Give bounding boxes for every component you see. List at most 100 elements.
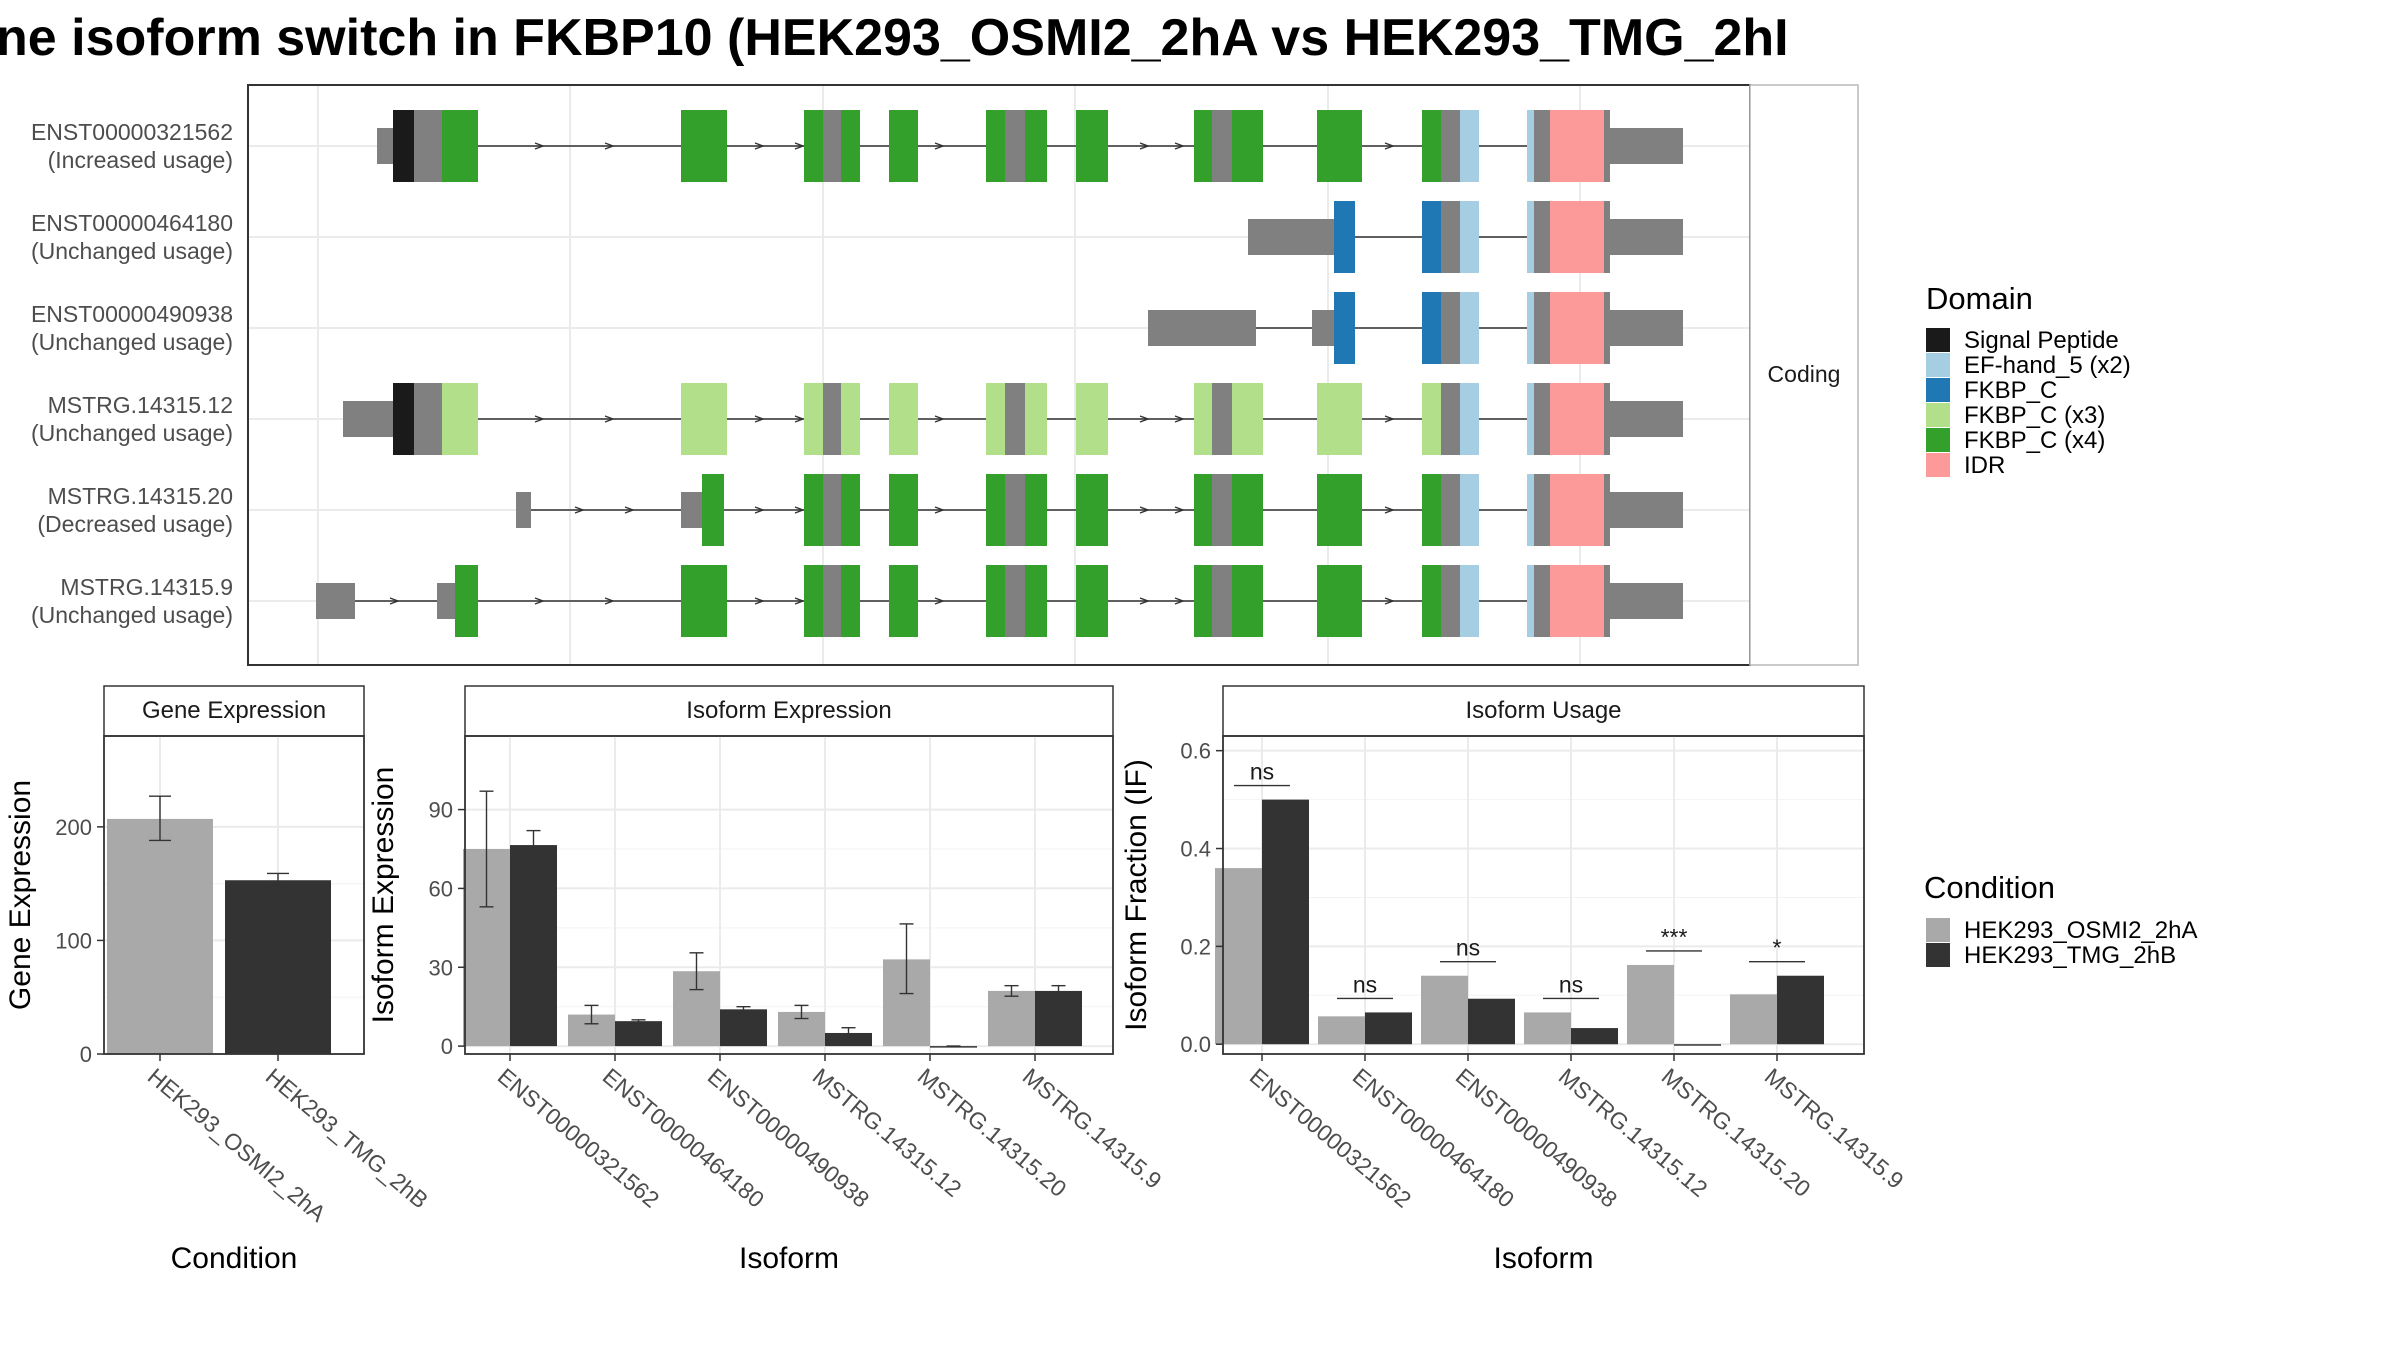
strand-arrow — [934, 415, 945, 423]
transcript-status-label: (Unchanged usage) — [31, 238, 233, 264]
bar — [1524, 1012, 1571, 1045]
strand-arrow — [534, 597, 545, 605]
bar — [1365, 1012, 1412, 1045]
exon-block — [1317, 110, 1362, 182]
exon-block — [823, 565, 841, 637]
transcript-structure-panel: ENST00000321562(Increased usage) ENST0000… — [31, 84, 1859, 666]
domain-legend-key — [1926, 353, 1950, 377]
y-tick-label: 90 — [429, 798, 453, 823]
strand-arrow — [534, 415, 545, 423]
exon-block — [1527, 383, 1534, 455]
bar — [1571, 1028, 1618, 1045]
domain-legend-key — [1926, 328, 1950, 352]
y-tick-label: 0 — [441, 1034, 453, 1059]
strand-arrow — [794, 597, 805, 605]
exon-block — [1076, 474, 1108, 546]
y-tick-label: 0.0 — [1180, 1032, 1211, 1057]
significance-label: *** — [1661, 924, 1688, 950]
strand-arrow — [1174, 506, 1185, 514]
exon-block — [1604, 474, 1610, 546]
y-tick-label: 0.4 — [1180, 837, 1211, 862]
strand-arrow — [1139, 415, 1150, 423]
strand-arrow — [754, 597, 765, 605]
transcript-id-label: ENST00000321562 — [31, 119, 233, 145]
bar — [720, 1009, 767, 1047]
exon-block — [1441, 110, 1460, 182]
exon-block — [1025, 565, 1047, 637]
strand-arrow — [574, 506, 585, 514]
exon-block — [1604, 201, 1610, 273]
exon-block — [1194, 110, 1212, 182]
panel-border — [103, 735, 365, 1055]
strand-arrow — [1139, 597, 1150, 605]
exon-block — [804, 474, 823, 546]
exon-block — [986, 565, 1005, 637]
domain-legend-key — [1926, 453, 1950, 477]
bar — [1777, 975, 1824, 1045]
exon-block — [823, 110, 841, 182]
strand-arrow — [934, 142, 945, 150]
exon-block — [1005, 565, 1025, 637]
strand-arrow — [624, 506, 635, 514]
transcript-status-label: (Unchanged usage) — [31, 602, 233, 628]
exon-block — [1604, 383, 1610, 455]
exon-block — [1534, 110, 1550, 182]
domain-legend-label: Signal Peptide — [1964, 327, 2119, 354]
exon-block — [1550, 292, 1604, 364]
transcript-row — [343, 383, 1683, 455]
bar — [1627, 964, 1674, 1045]
exon-block — [1550, 201, 1604, 273]
exon-block — [1194, 565, 1212, 637]
utr-block — [1610, 219, 1683, 255]
panel-strip — [103, 685, 365, 737]
exon-block — [1422, 565, 1441, 637]
strand-arrow — [794, 415, 805, 423]
transcript-row — [516, 474, 1683, 546]
domain-legend-label: FKBP_C — [1964, 377, 2057, 404]
exon-block — [823, 383, 841, 455]
exon-block — [1460, 201, 1479, 273]
significance-label: ns — [1353, 971, 1377, 997]
y-tick-label: 0.6 — [1180, 739, 1211, 764]
exon-block — [1550, 110, 1604, 182]
strand-arrow — [1384, 142, 1395, 150]
condition-legend-key — [1926, 943, 1950, 967]
strand-arrow — [1384, 506, 1395, 514]
domain-legend-label: FKBP_C (x3) — [1964, 402, 2105, 429]
exon-block — [1317, 383, 1362, 455]
coding-strip — [1749, 84, 1859, 666]
utr-block — [516, 492, 531, 528]
bar — [1262, 799, 1309, 1045]
strand-arrow — [1139, 142, 1150, 150]
strand-arrow — [604, 597, 615, 605]
strand-arrow — [1174, 597, 1185, 605]
exon-block — [1441, 474, 1460, 546]
exon-block — [1441, 565, 1460, 637]
exon-block — [681, 565, 727, 637]
strand-arrow — [934, 506, 945, 514]
exon-block — [841, 110, 860, 182]
exon-block — [841, 565, 860, 637]
exon-block — [1550, 565, 1604, 637]
utr-block — [681, 492, 702, 528]
exon-block — [986, 474, 1005, 546]
y-axis-title: Isoform Fraction (IF) — [1120, 759, 1153, 1031]
exon-block — [1212, 383, 1232, 455]
exon-block — [1422, 474, 1441, 546]
exon-block — [841, 474, 860, 546]
y-axis-title: Gene Expression — [4, 780, 37, 1010]
exon-block — [681, 110, 727, 182]
exon-block — [1604, 292, 1610, 364]
transcript-row — [1248, 201, 1683, 273]
bar — [510, 845, 557, 1047]
exon-block — [1422, 110, 1441, 182]
domain-legend-key — [1926, 403, 1950, 427]
strand-arrow — [604, 142, 615, 150]
strand-arrow — [1384, 415, 1395, 423]
exon-block — [889, 474, 918, 546]
strand-arrow — [794, 506, 805, 514]
exon-block — [1534, 201, 1550, 273]
strand-arrow — [1384, 597, 1395, 605]
exon-block — [889, 110, 918, 182]
